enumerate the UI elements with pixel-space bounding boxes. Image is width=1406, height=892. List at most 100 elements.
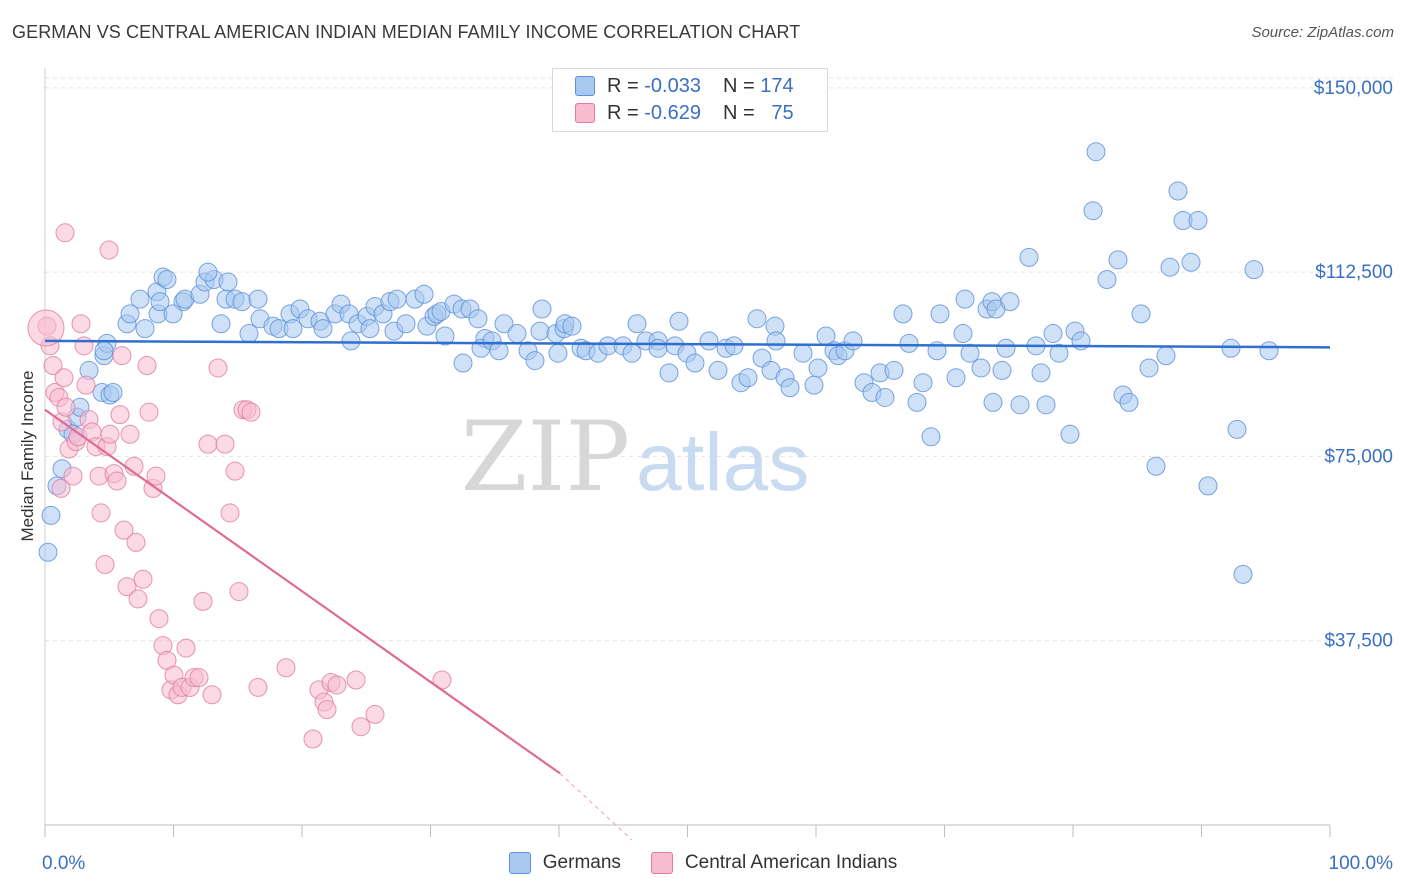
trend-line-central-american-indians (44, 408, 561, 775)
x-tick-label-min: 0.0% (42, 853, 85, 874)
point-1-32 (133, 569, 153, 589)
point-1-6 (54, 368, 74, 388)
correlation-legend: R = -0.033 N = 174 R = -0.629 N = 75 (552, 68, 828, 132)
point-0-136 (953, 324, 973, 344)
point-1-74 (112, 346, 132, 366)
legend-row-germans: R = -0.033 N = 174 (575, 74, 794, 98)
point-1-25 (110, 405, 130, 425)
legend-row-central-american-indians: R = -0.629 N = 75 (575, 101, 794, 125)
trend-line-central-american-indians-extension (559, 773, 633, 841)
point-0-128 (893, 304, 913, 324)
watermark-atlas: atlas (636, 417, 809, 508)
point-0-93 (627, 314, 647, 334)
point-1-68 (351, 717, 371, 737)
point-1-31 (128, 589, 148, 609)
point-0-92 (622, 343, 642, 363)
axes (44, 68, 1331, 837)
point-1-27 (117, 577, 137, 597)
point-1-14 (76, 375, 96, 395)
point-1-30 (126, 532, 146, 552)
trend-line-germans (44, 339, 1331, 349)
series-swatch-germans (508, 852, 531, 874)
legend-n-label: N = (722, 74, 755, 97)
watermark: ZIP atlas (461, 401, 809, 513)
point-0-24 (157, 269, 177, 289)
series-legend-central-american-indians[interactable]: Central American Indians (650, 852, 897, 874)
legend-r-value: -0.033 (644, 74, 701, 97)
y-tick-labels: $37,500 $75,000 $112,500 $150,000 (1314, 78, 1393, 652)
point-0-127 (884, 360, 904, 380)
point-0-1 (41, 505, 61, 525)
point-0-105 (724, 336, 744, 356)
point-0-31 (211, 314, 231, 334)
point-0-151 (1036, 395, 1056, 415)
point-1-49 (198, 434, 218, 454)
point-0-53 (360, 319, 380, 339)
point-1-48 (193, 591, 213, 611)
point-0-163 (1131, 304, 1151, 324)
point-0-25 (163, 304, 183, 324)
legend-swatch-central-american-indians (575, 103, 595, 123)
point-1-36 (146, 466, 166, 486)
point-0-77 (507, 324, 527, 344)
point-1-54 (225, 461, 245, 481)
point-0-130 (907, 392, 927, 412)
point-0-148 (1019, 247, 1039, 267)
point-0-135 (946, 368, 966, 388)
point-0-171 (1188, 211, 1208, 231)
point-1-58 (241, 402, 261, 422)
watermark-zip: ZIP (461, 401, 630, 513)
point-1-28 (120, 424, 140, 444)
point-0-103 (708, 360, 728, 380)
point-1-9 (63, 466, 83, 486)
point-0-97 (659, 363, 679, 383)
point-0-139 (971, 358, 991, 378)
point-0-145 (996, 338, 1016, 358)
point-1-66 (327, 675, 347, 695)
y-tick-label-2: $112,500 (1315, 262, 1393, 283)
legend-n-label: N = (722, 101, 755, 124)
point-0-160 (1108, 250, 1128, 270)
legend-r-value: -0.629 (644, 101, 701, 124)
point-0-126 (875, 387, 895, 407)
point-1-73 (51, 478, 71, 498)
point-0-96 (648, 338, 668, 358)
point-0-168 (1168, 181, 1188, 201)
series-legend-germans[interactable]: Germans (508, 852, 621, 874)
point-0-80 (532, 299, 552, 319)
point-0-21 (150, 292, 170, 312)
point-0-172 (1198, 476, 1218, 496)
point-large-cluster (27, 309, 65, 347)
point-0-129 (899, 333, 919, 353)
point-0-13 (94, 341, 114, 361)
point-0-17 (130, 289, 150, 309)
point-0-35 (232, 292, 252, 312)
point-1-53 (220, 503, 240, 523)
point-1-55 (229, 582, 249, 602)
series-label-germans: Germans (542, 852, 621, 873)
point-0-152 (1043, 324, 1063, 344)
point-0-175 (1233, 564, 1253, 584)
point-0-117 (808, 358, 828, 378)
y-tick-label-1: $75,000 (1324, 446, 1393, 467)
point-1-69 (365, 704, 385, 724)
point-0-158 (1086, 142, 1106, 162)
point-0-107 (738, 368, 758, 388)
point-0-142 (983, 392, 1003, 412)
point-0-79 (525, 351, 545, 371)
point-0-84 (548, 343, 568, 363)
point-1-37 (149, 609, 169, 629)
point-0-131 (913, 373, 933, 393)
point-1-47 (189, 668, 209, 688)
point-0-137 (955, 289, 975, 309)
point-1-22 (100, 424, 120, 444)
series-points-1 (37, 223, 452, 749)
point-1-34 (139, 402, 159, 422)
point-0-75 (489, 341, 509, 361)
point-0-154 (1060, 424, 1080, 444)
point-0-66 (435, 326, 455, 346)
point-1-67 (346, 670, 366, 690)
point-0-138 (960, 343, 980, 363)
point-1-59 (248, 677, 268, 697)
legend-r-label: R = (607, 74, 639, 97)
